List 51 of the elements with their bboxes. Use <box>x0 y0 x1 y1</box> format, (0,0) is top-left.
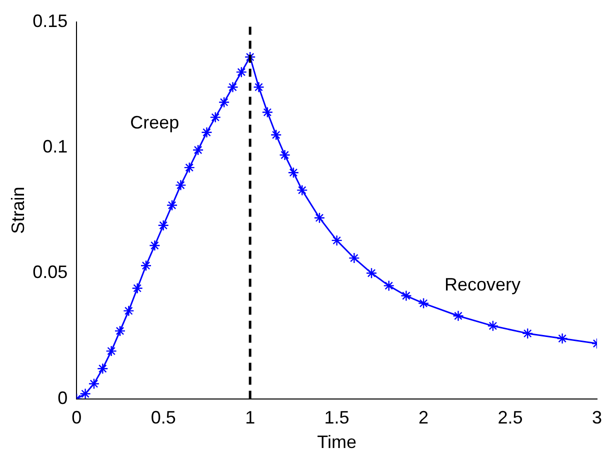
point <box>452 310 464 322</box>
y-tick-label: 0.1 <box>42 136 68 156</box>
point <box>227 82 238 93</box>
point <box>253 82 264 93</box>
x-tick-label: 0.5 <box>150 408 176 428</box>
x-tick-label: 1 <box>245 408 256 428</box>
x-tick-label: 2.5 <box>498 408 523 428</box>
point <box>236 66 248 78</box>
point <box>296 184 308 196</box>
x-tick-label: 0 <box>72 408 82 428</box>
point <box>366 268 378 279</box>
point <box>314 212 326 224</box>
x-axis-title: Time <box>317 432 356 452</box>
point <box>149 240 160 252</box>
y-tick-label: 0 <box>58 388 68 408</box>
point <box>192 144 204 156</box>
point <box>556 332 568 344</box>
point <box>175 180 186 191</box>
point <box>106 345 117 357</box>
point <box>97 363 108 374</box>
point <box>184 162 195 174</box>
x-tick-label: 2 <box>418 408 429 428</box>
point <box>279 149 290 161</box>
annotation: Creep <box>130 112 180 133</box>
point <box>201 126 212 138</box>
point <box>166 200 178 211</box>
point <box>132 282 143 294</box>
point <box>140 260 152 272</box>
point <box>270 129 282 140</box>
point <box>418 298 430 309</box>
point <box>262 106 274 118</box>
y-tick-label: 0.05 <box>32 262 68 282</box>
y-axis-title: Strain <box>8 186 28 234</box>
point <box>400 290 412 302</box>
point <box>487 320 499 332</box>
point <box>158 220 169 231</box>
y-tick-label: 0.15 <box>32 10 68 31</box>
point <box>218 96 230 108</box>
point <box>80 388 91 399</box>
point <box>348 252 360 264</box>
point <box>123 305 134 316</box>
point <box>288 167 300 178</box>
point <box>114 325 126 337</box>
point <box>331 234 342 246</box>
point <box>383 280 394 292</box>
point <box>522 328 534 340</box>
point <box>88 378 100 390</box>
x-tick-label: 3 <box>592 408 602 428</box>
annotation: Recovery <box>444 274 521 295</box>
point <box>210 112 221 123</box>
x-tick-label: 1.5 <box>324 408 350 428</box>
